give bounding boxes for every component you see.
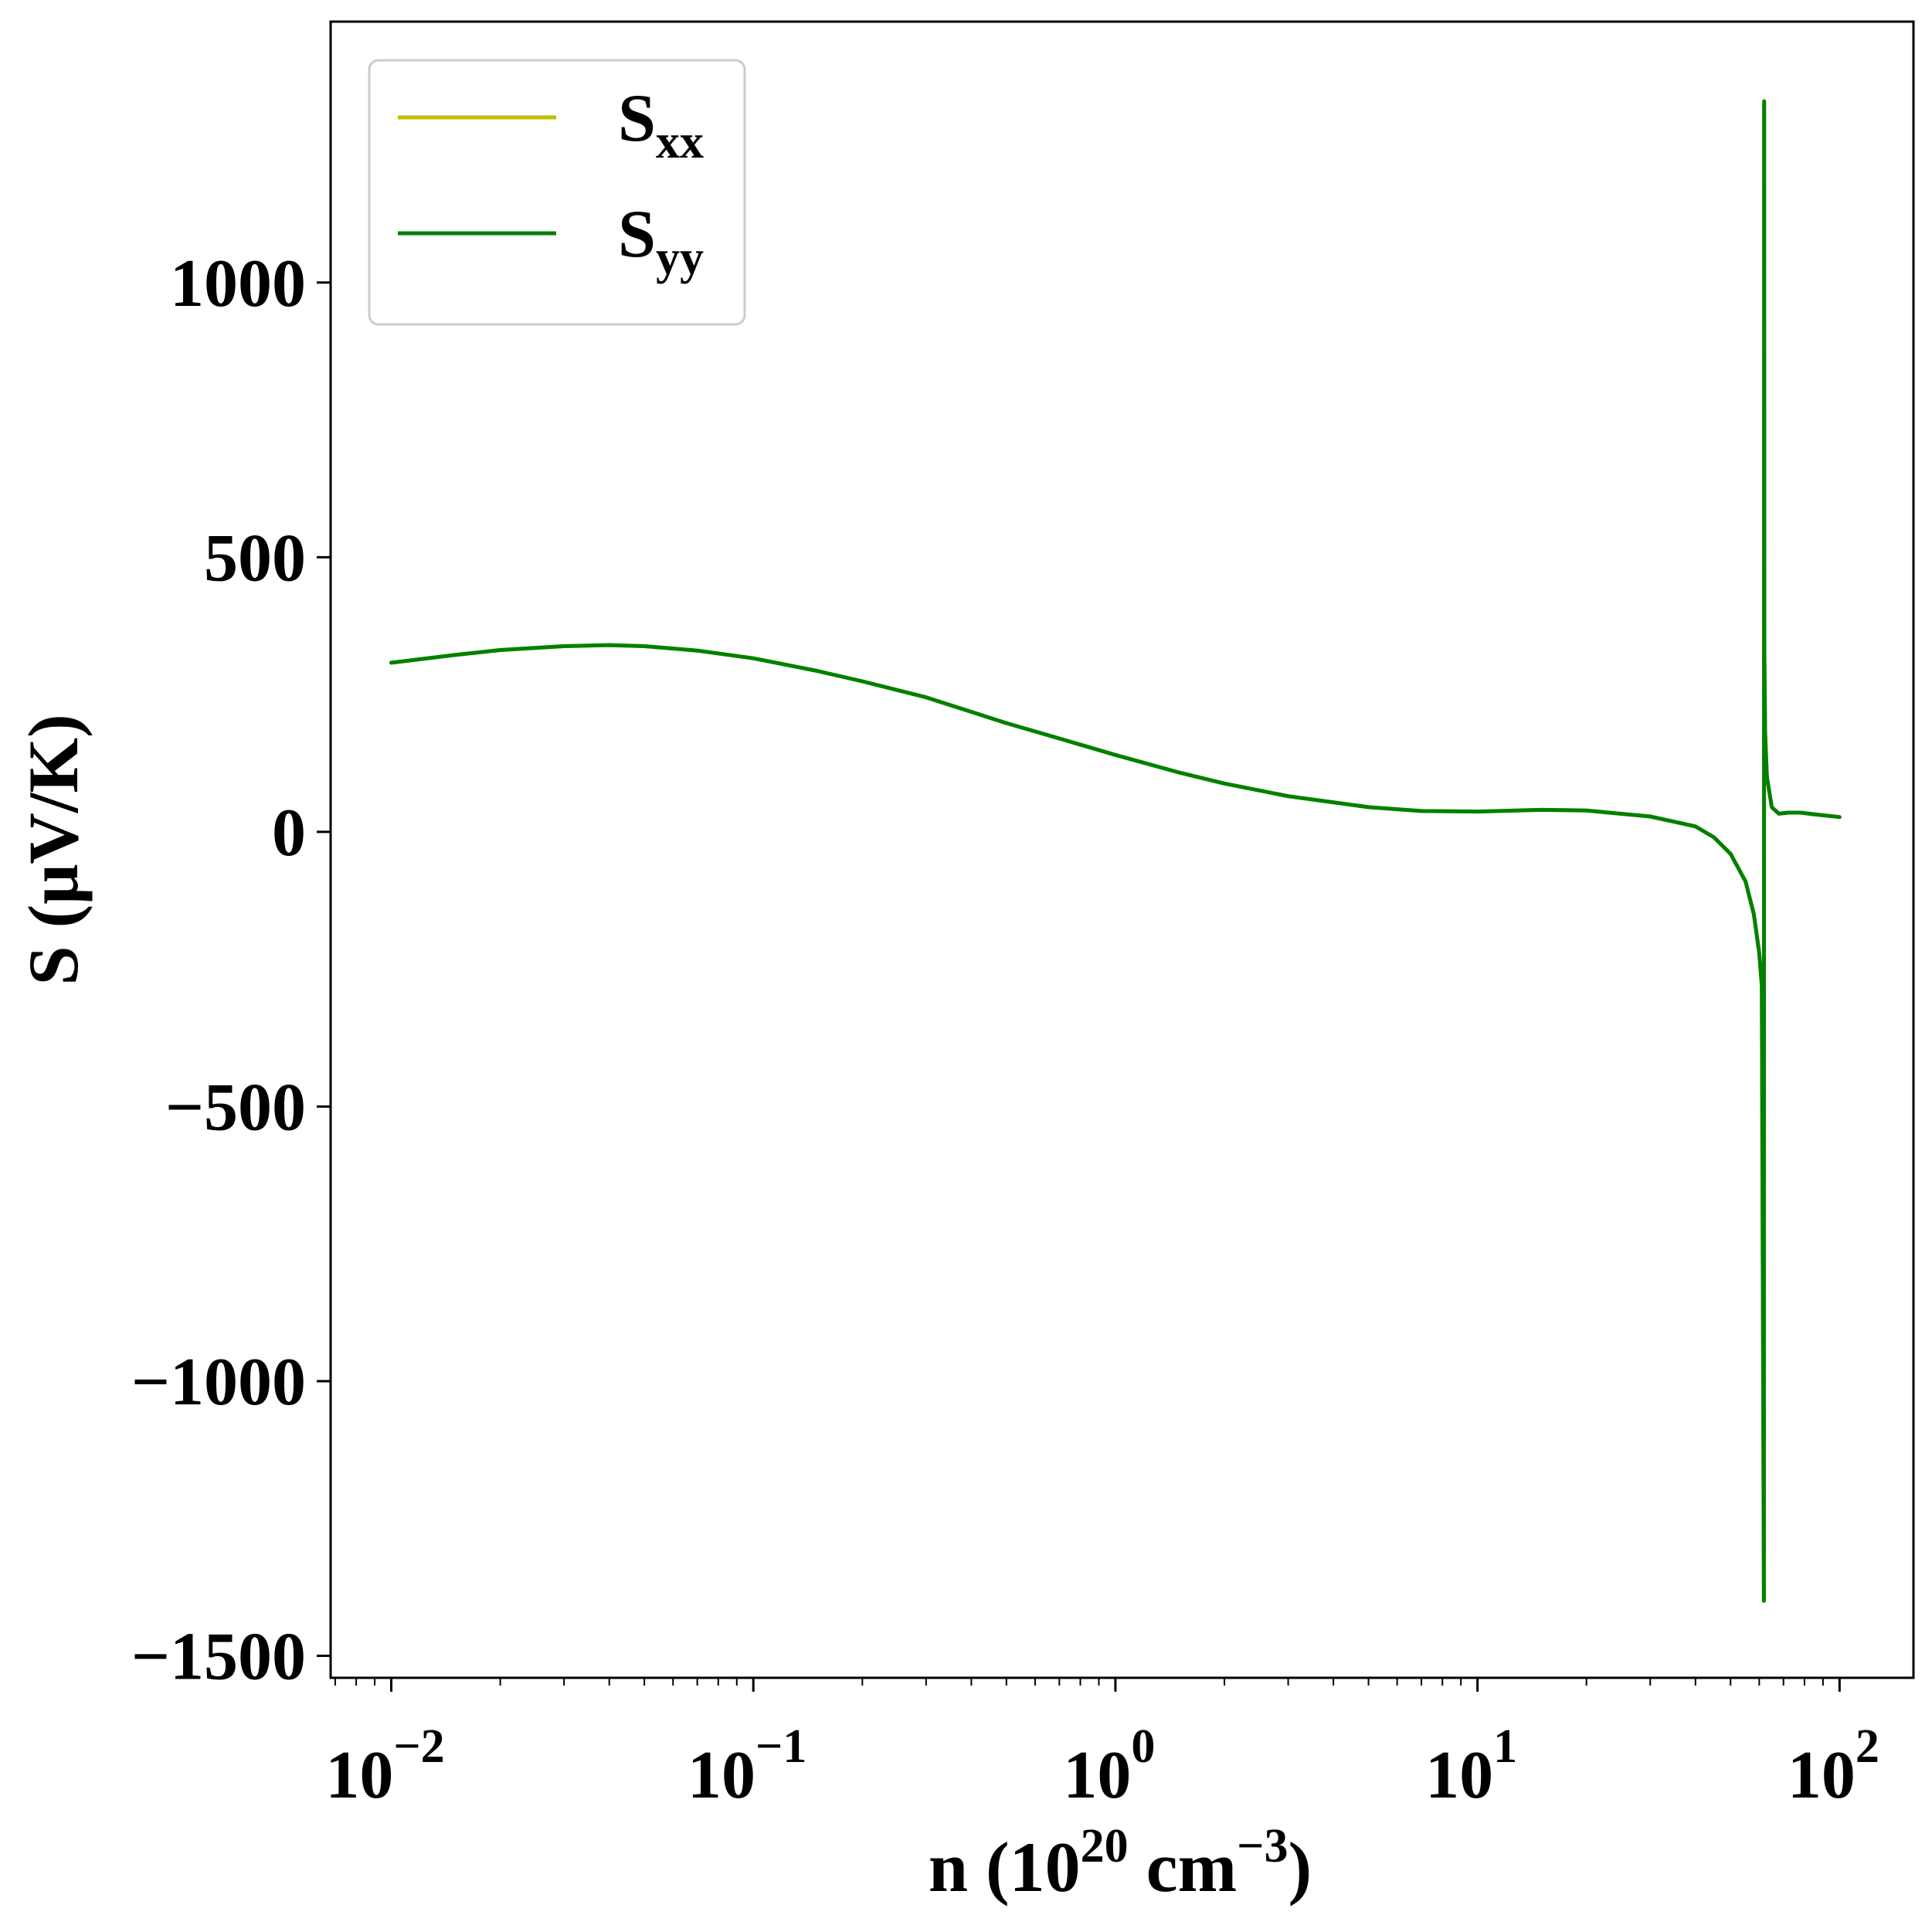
x-tick-label: 101 [1425,1720,1517,1813]
legend-label-syy-sub: yy [656,232,704,284]
series-line-yy [389,99,1842,1603]
x-tick-label: 100 [1063,1720,1155,1813]
x-axis-label-main: n (10 [929,1828,1081,1906]
x-tick-label-exp: 2 [1856,1720,1879,1773]
x-tick-label: 10−1 [688,1720,806,1813]
x-tick-label-exp: −2 [393,1720,444,1773]
legend-label-sxx: Sxx [618,81,704,168]
x-tick-label-exp: −1 [755,1720,806,1773]
y-axis-label: S (μV/K) [14,714,93,985]
x-tick-label: 102 [1788,1720,1879,1813]
y-tick-label: −1500 [131,1620,306,1695]
x-axis-label-close: ) [1289,1828,1312,1906]
x-tick-label-exp: 1 [1493,1720,1517,1773]
x-tick-label-exp: 0 [1131,1720,1155,1773]
x-tick-label: 10−2 [325,1720,444,1813]
legend-box [368,59,746,326]
legend-label-sxx-main: S [618,81,656,156]
x-tick-label-base: 10 [688,1738,755,1813]
x-tick-label-base: 10 [325,1738,393,1813]
y-tick-label: −1000 [131,1345,306,1420]
axes-frame [329,20,1915,1679]
x-tick-label-base: 10 [1788,1738,1856,1813]
legend-label-sxx-sub: xx [656,116,704,168]
legend-label-syy: Syy [618,197,704,284]
y-tick-label: 500 [204,521,306,596]
x-tick-label-base: 10 [1063,1738,1131,1813]
y-tick-label: 1000 [170,246,306,321]
legend: Sxx Syy [368,59,746,326]
x-axis-label: n (1020 cm−3) [929,1820,1312,1906]
legend-label-syy-main: S [618,197,656,272]
plot-area [389,99,1842,1603]
x-axis-label-unit-exp: −3 [1237,1820,1288,1872]
x-axis-label-unit: cm [1129,1828,1237,1906]
x-tick-label-base: 10 [1425,1738,1493,1813]
x-axis-label-exp: 20 [1081,1820,1129,1872]
y-tick-label: −500 [165,1070,306,1145]
y-tick-label: 0 [272,796,306,871]
